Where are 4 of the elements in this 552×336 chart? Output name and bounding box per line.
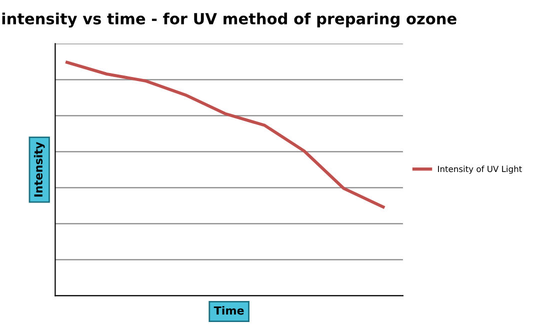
x-axis-title: Time bbox=[214, 306, 244, 315]
chart-title: intensity vs time - for UV method of preparing ozone bbox=[2, 12, 456, 28]
y-axis-title: Intensity bbox=[34, 142, 45, 197]
legend-label: Intensity of UV Light bbox=[438, 166, 522, 174]
